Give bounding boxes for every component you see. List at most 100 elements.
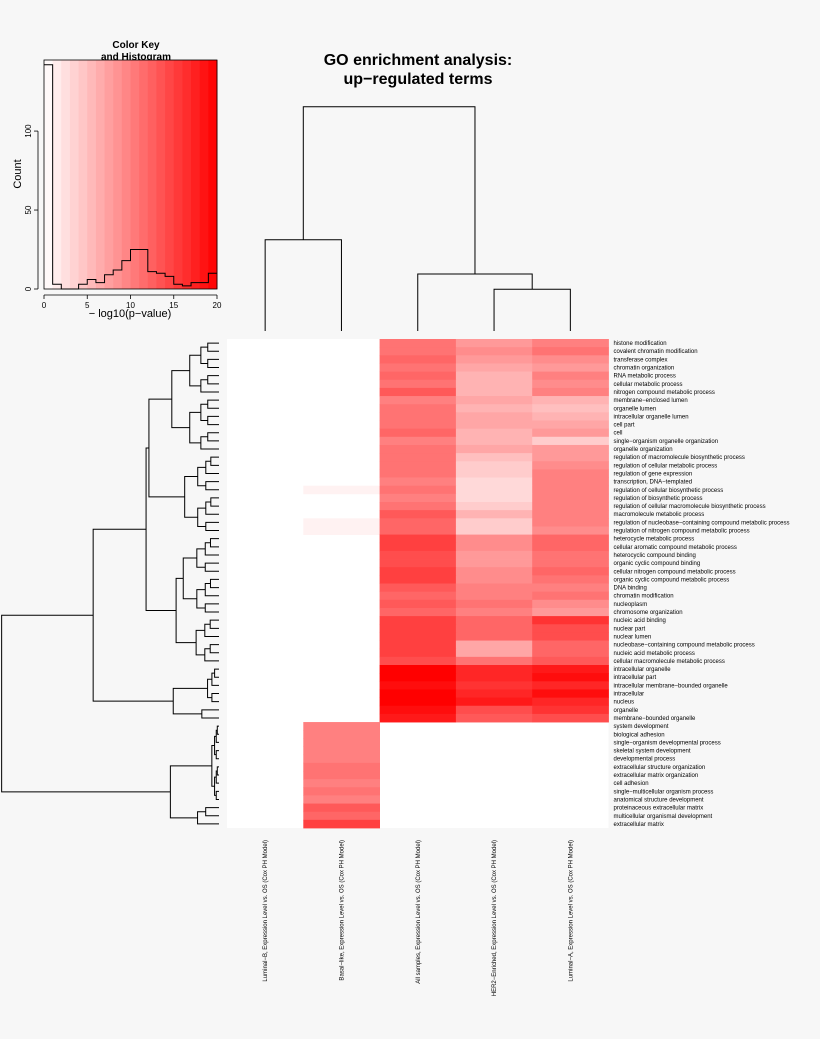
row-label: cellular macromolecule metabolic process	[614, 659, 725, 665]
chart-title-line1: GO enrichment analysis:	[324, 52, 513, 69]
row-dendrogram-branch	[189, 411, 201, 444]
row-dendrogram-branch	[207, 432, 219, 442]
heatmap-cell	[455, 599, 533, 609]
heatmap-cell	[455, 534, 533, 544]
row-dendrogram	[1, 342, 219, 825]
row-dendrogram-branch	[215, 790, 219, 800]
heatmap-cell	[532, 705, 609, 715]
color-key-swatch	[173, 60, 183, 289]
heatmap-cell	[532, 697, 609, 707]
heatmap-cell	[379, 681, 457, 690]
heatmap-cell	[455, 567, 533, 576]
color-key-swatch	[113, 60, 123, 289]
heatmap-cell	[455, 648, 533, 658]
row-dendrogram-branch	[197, 811, 219, 825]
heatmap-cell	[532, 673, 609, 682]
row-label: intracellular	[614, 692, 645, 698]
heatmap-cell	[303, 770, 380, 780]
row-label: histone modification	[614, 341, 667, 347]
heatmap-cell	[455, 379, 533, 389]
row-label: nucleoplasm	[614, 602, 648, 608]
row-label: cell adhesion	[614, 781, 649, 787]
heatmap-cell	[455, 640, 533, 650]
row-dendrogram-branch	[201, 709, 219, 719]
row-dendrogram-branch	[209, 538, 219, 548]
row-label: regulation of cellular metabolic process	[614, 463, 718, 469]
heatmap-cell	[455, 591, 533, 601]
heatmap-cell	[455, 404, 533, 413]
row-dendrogram-branch	[145, 447, 177, 611]
heatmap-cell	[532, 526, 609, 535]
heatmap-cell	[532, 493, 609, 503]
heatmap-cell	[379, 510, 457, 519]
heatmap-cell	[379, 404, 457, 413]
heatmap-cell	[455, 550, 533, 560]
row-dendrogram-branch	[204, 603, 219, 613]
heatmap-cell	[532, 542, 609, 552]
row-label: regulation of macromolecule biosynthetic…	[614, 455, 745, 461]
color-key-swatch	[130, 60, 140, 289]
row-dendrogram-branch	[209, 578, 219, 589]
heatmap-cell	[379, 428, 457, 438]
heatmap-cell	[455, 477, 533, 487]
row-label: nucleic acid binding	[614, 618, 666, 624]
heatmap-cell	[379, 599, 457, 609]
row-dendrogram-branch	[175, 577, 197, 644]
heatmap-cell	[379, 379, 457, 389]
row-label: chromatin organization	[614, 366, 675, 372]
color-key-y-tick-label: 100	[24, 124, 33, 138]
heatmap-cell	[379, 363, 457, 372]
row-dendrogram-branch	[205, 521, 219, 532]
heatmap-cell	[532, 591, 609, 601]
color-key-x-tick-label: 20	[213, 301, 222, 310]
row-dendrogram-branch	[215, 770, 219, 784]
color-key-swatch	[165, 60, 175, 289]
heatmap-cell	[379, 705, 457, 715]
row-label: developmental process	[614, 757, 676, 763]
heatmap-cell	[532, 656, 609, 666]
heatmap-cell	[532, 387, 609, 397]
heatmap-cell	[532, 396, 609, 405]
row-label: DNA binding	[614, 586, 647, 592]
row-labels: histone modification covalent chromatin m…	[614, 341, 790, 828]
heatmap-cell	[455, 387, 533, 397]
heatmap-cell	[303, 754, 380, 764]
heatmap-cell	[532, 550, 609, 560]
heatmap-cell	[379, 534, 457, 544]
row-label: organelle lumen	[614, 406, 657, 412]
heatmap-cell	[379, 453, 457, 462]
heatmap-cell	[455, 347, 533, 356]
heatmap-cell	[532, 534, 609, 544]
heatmap-cell	[379, 485, 457, 495]
heatmap-cell	[532, 428, 609, 438]
heatmap-cell	[379, 583, 457, 593]
heatmap-cell	[532, 502, 609, 511]
row-label: single−multicellular organism process	[614, 789, 714, 795]
heatmap-cell	[379, 665, 457, 674]
row-label: system development	[614, 724, 669, 730]
color-key-gradient	[44, 60, 218, 289]
heatmap-cell	[379, 526, 457, 535]
row-label: nuclear part	[614, 626, 646, 632]
color-key-swatch	[69, 60, 80, 289]
row-dendrogram-branch	[196, 589, 206, 609]
column-label: Luminal−B, Expression Level vs. OS (Cox …	[263, 840, 269, 982]
row-dendrogram-branch	[204, 583, 219, 597]
heatmap-cell	[379, 371, 457, 381]
row-dendrogram-branch	[204, 562, 219, 572]
heatmap-cell	[455, 616, 533, 625]
row-dendrogram-branch	[200, 403, 208, 421]
heatmap-cell	[455, 518, 533, 527]
row-dendrogram-branch	[207, 358, 219, 369]
heatmap-cell	[379, 396, 457, 405]
heatmap-cell	[455, 485, 533, 495]
row-label: chromatin modification	[614, 594, 674, 600]
heatmap-cell	[379, 624, 457, 633]
color-key-swatch	[139, 60, 149, 289]
row-label: chromosome organization	[614, 610, 683, 616]
heatmap-cell	[532, 444, 609, 454]
color-key-swatch	[182, 60, 192, 289]
heatmap-cell	[532, 355, 609, 364]
color-key-swatch	[199, 60, 209, 289]
heatmap-cell	[532, 412, 609, 421]
